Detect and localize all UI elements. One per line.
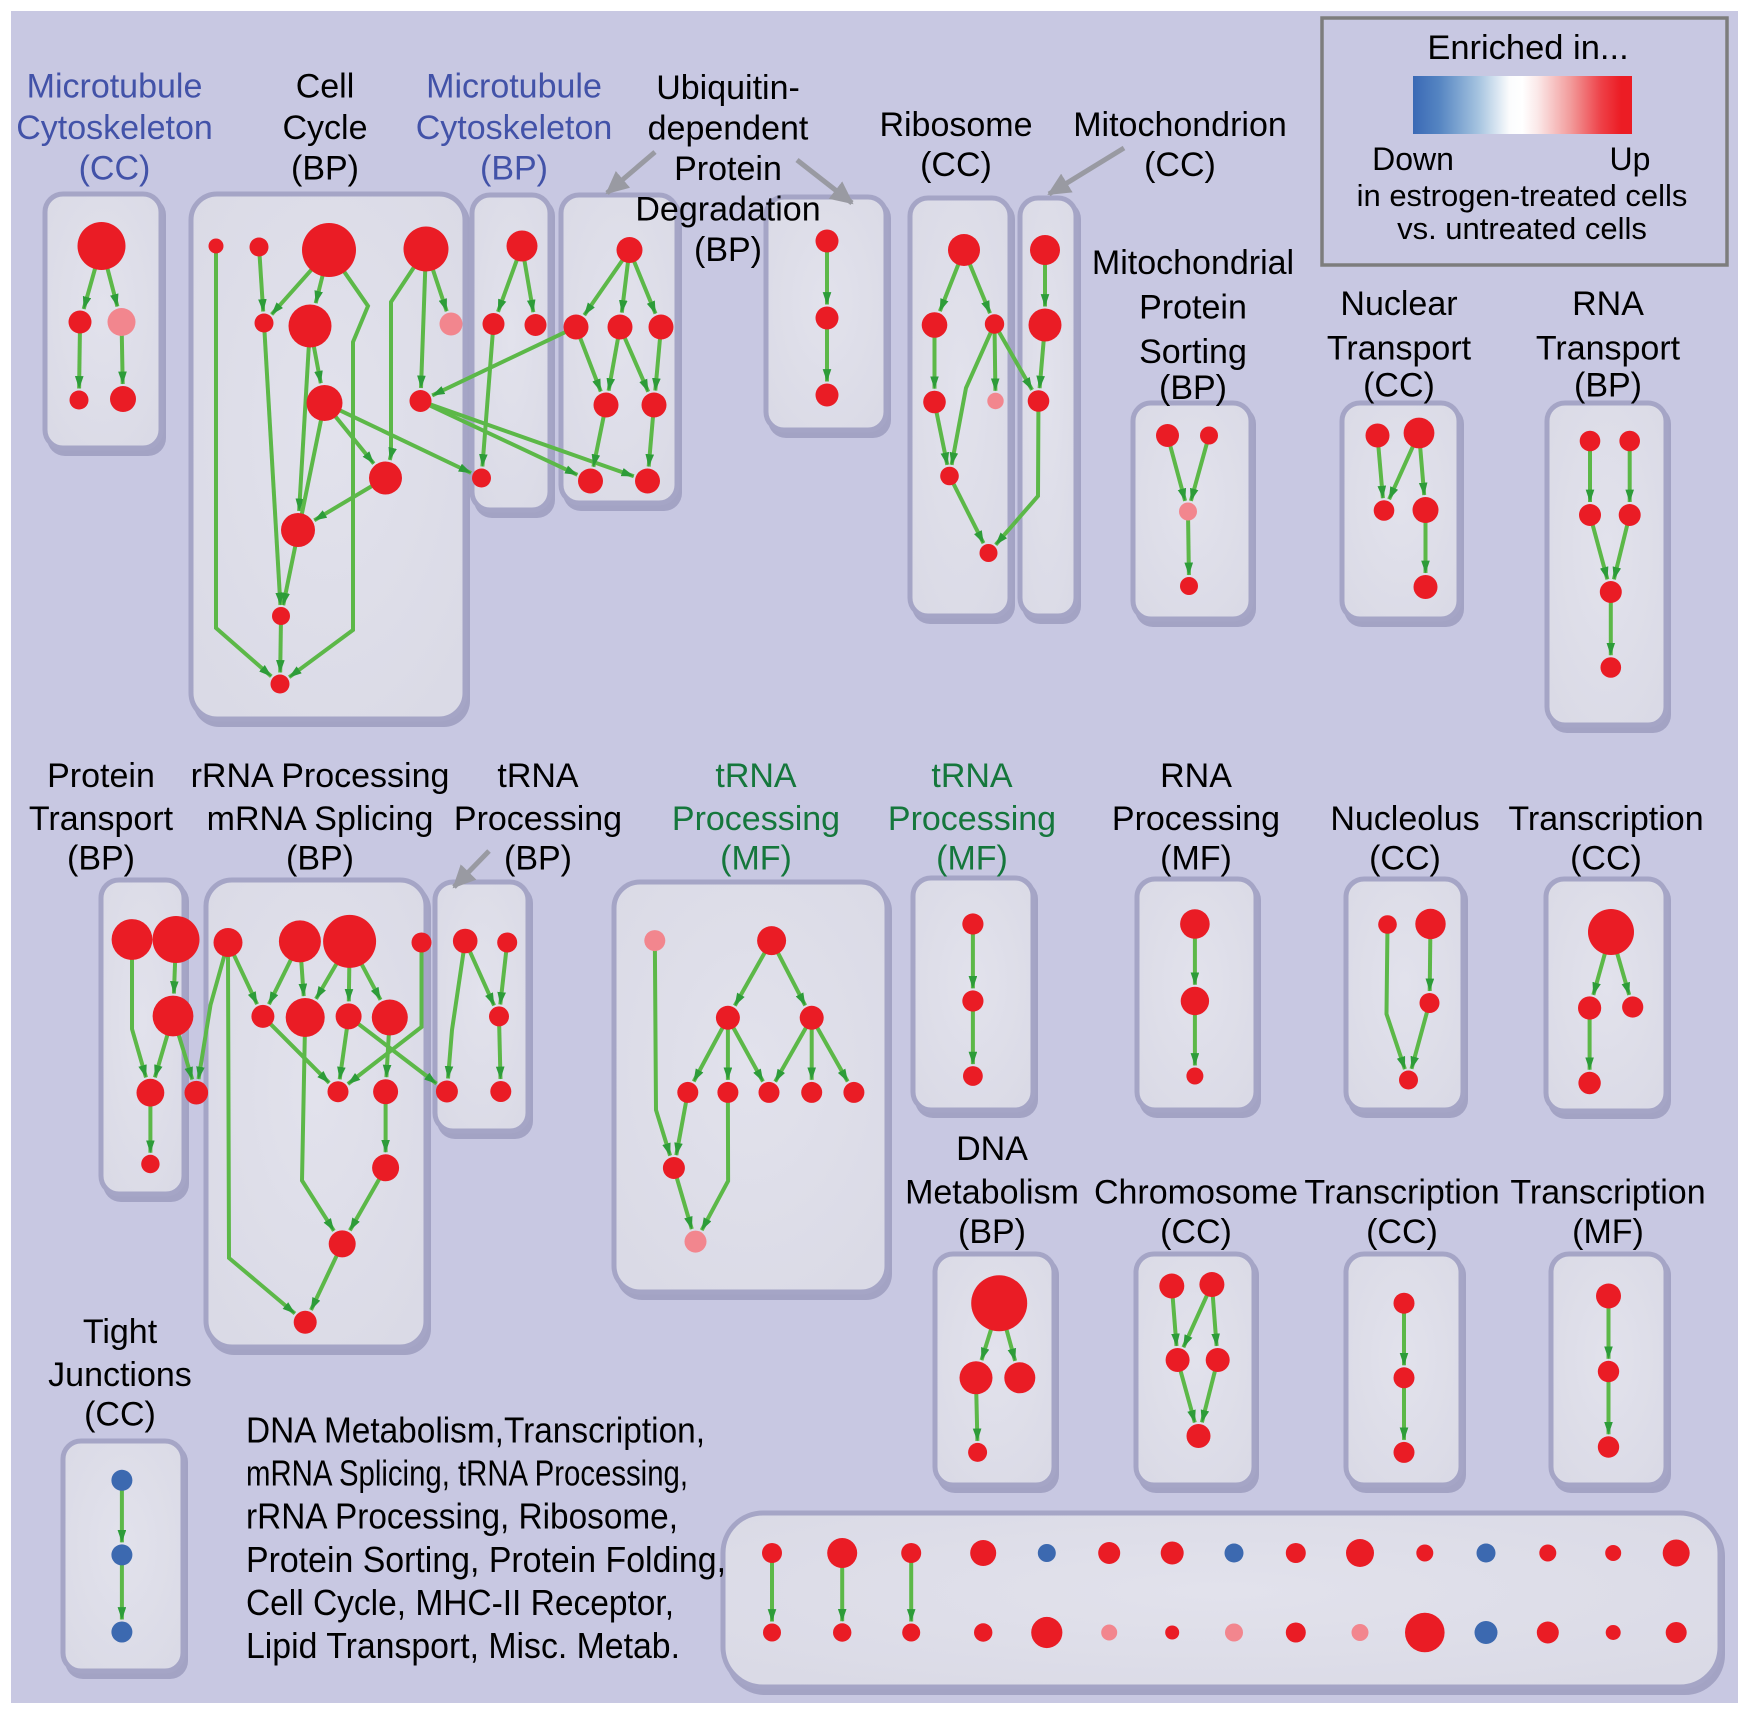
svg-text:Sorting: Sorting [1139, 333, 1247, 371]
svg-text:Chromosome: Chromosome [1094, 1174, 1298, 1212]
svg-text:(MF): (MF) [1572, 1213, 1644, 1251]
svg-text:Transport: Transport [1536, 330, 1681, 368]
svg-text:(BP): (BP) [480, 150, 548, 188]
svg-text:Ribosome: Ribosome [879, 106, 1032, 144]
svg-text:Cycle: Cycle [282, 109, 367, 147]
svg-text:(CC): (CC) [1144, 146, 1216, 184]
svg-text:vs. untreated cells: vs. untreated cells [1397, 211, 1647, 246]
svg-text:Transcription: Transcription [1508, 800, 1703, 838]
svg-text:Mitochondrial: Mitochondrial [1092, 244, 1294, 282]
svg-text:Microtubule: Microtubule [27, 68, 203, 106]
svg-text:tRNA: tRNA [715, 757, 797, 795]
svg-text:(BP): (BP) [291, 150, 359, 188]
svg-text:tRNA: tRNA [497, 757, 579, 795]
svg-text:mRNA Splicing, tRNA Processing: mRNA Splicing, tRNA Processing, [246, 1453, 688, 1494]
svg-text:Up: Up [1610, 141, 1651, 177]
svg-text:tRNA: tRNA [931, 757, 1013, 795]
svg-text:Degradation: Degradation [635, 191, 820, 229]
svg-text:(MF): (MF) [936, 840, 1008, 878]
svg-text:Protein Sorting, Protein Foldi: Protein Sorting, Protein Folding, [246, 1539, 726, 1580]
svg-text:Cell: Cell [296, 68, 355, 106]
svg-text:Processing: Processing [1112, 800, 1280, 838]
svg-text:(CC): (CC) [1160, 1213, 1232, 1251]
svg-text:Nucleolus: Nucleolus [1330, 800, 1479, 838]
svg-text:Protein: Protein [1139, 289, 1247, 327]
svg-text:Metabolism: Metabolism [905, 1174, 1079, 1212]
svg-text:Transport: Transport [29, 800, 174, 838]
svg-text:(BP): (BP) [1574, 367, 1642, 405]
svg-text:(CC): (CC) [84, 1396, 156, 1434]
svg-text:(BP): (BP) [504, 840, 572, 878]
svg-text:Protein: Protein [674, 150, 782, 188]
svg-text:(BP): (BP) [286, 840, 354, 878]
svg-text:Transcription: Transcription [1510, 1174, 1705, 1212]
svg-text:Down: Down [1372, 141, 1454, 177]
svg-text:(CC): (CC) [79, 150, 151, 188]
svg-text:rRNA Processing: rRNA Processing [191, 757, 450, 795]
svg-text:Processing: Processing [454, 800, 622, 838]
svg-text:DNA Metabolism,Transcription,: DNA Metabolism,Transcription, [246, 1410, 705, 1451]
svg-text:Junctions: Junctions [48, 1356, 192, 1394]
svg-text:rRNA Processing, Ribosome,: rRNA Processing, Ribosome, [246, 1496, 678, 1537]
svg-text:(BP): (BP) [694, 231, 762, 269]
svg-text:dependent: dependent [648, 110, 809, 148]
svg-text:Protein: Protein [47, 757, 155, 795]
svg-text:(BP): (BP) [67, 840, 135, 878]
svg-text:(CC): (CC) [1366, 1213, 1438, 1251]
svg-text:Cytoskeleton: Cytoskeleton [16, 109, 213, 147]
svg-text:(BP): (BP) [958, 1213, 1026, 1251]
svg-text:(CC): (CC) [920, 146, 992, 184]
svg-text:DNA: DNA [956, 1130, 1028, 1168]
svg-text:Microtubule: Microtubule [426, 68, 602, 106]
svg-text:Cytoskeleton: Cytoskeleton [416, 109, 613, 147]
svg-text:Nuclear: Nuclear [1340, 285, 1457, 323]
svg-text:(MF): (MF) [1160, 840, 1232, 878]
svg-text:(CC): (CC) [1570, 840, 1642, 878]
svg-text:Transcription: Transcription [1304, 1174, 1499, 1212]
svg-text:(CC): (CC) [1369, 840, 1441, 878]
svg-text:RNA: RNA [1572, 285, 1644, 323]
svg-text:Ubiquitin-: Ubiquitin- [656, 69, 800, 107]
svg-text:mRNA Splicing: mRNA Splicing [207, 800, 434, 838]
svg-text:Lipid Transport, Misc. Metab.: Lipid Transport, Misc. Metab. [246, 1625, 680, 1666]
svg-text:(BP): (BP) [1159, 369, 1227, 407]
svg-text:Mitochondrion: Mitochondrion [1073, 106, 1287, 144]
svg-text:(MF): (MF) [720, 840, 792, 878]
svg-text:Enriched in...: Enriched in... [1427, 29, 1628, 67]
svg-text:Processing: Processing [672, 800, 840, 838]
svg-text:Processing: Processing [888, 800, 1056, 838]
svg-text:in estrogen-treated cells: in estrogen-treated cells [1357, 178, 1688, 213]
svg-text:Tight: Tight [83, 1313, 158, 1351]
svg-text:Cell Cycle, MHC-II Receptor,: Cell Cycle, MHC-II Receptor, [246, 1582, 674, 1623]
svg-text:Transport: Transport [1327, 330, 1472, 368]
svg-text:(CC): (CC) [1363, 367, 1435, 405]
svg-text:RNA: RNA [1160, 757, 1232, 795]
